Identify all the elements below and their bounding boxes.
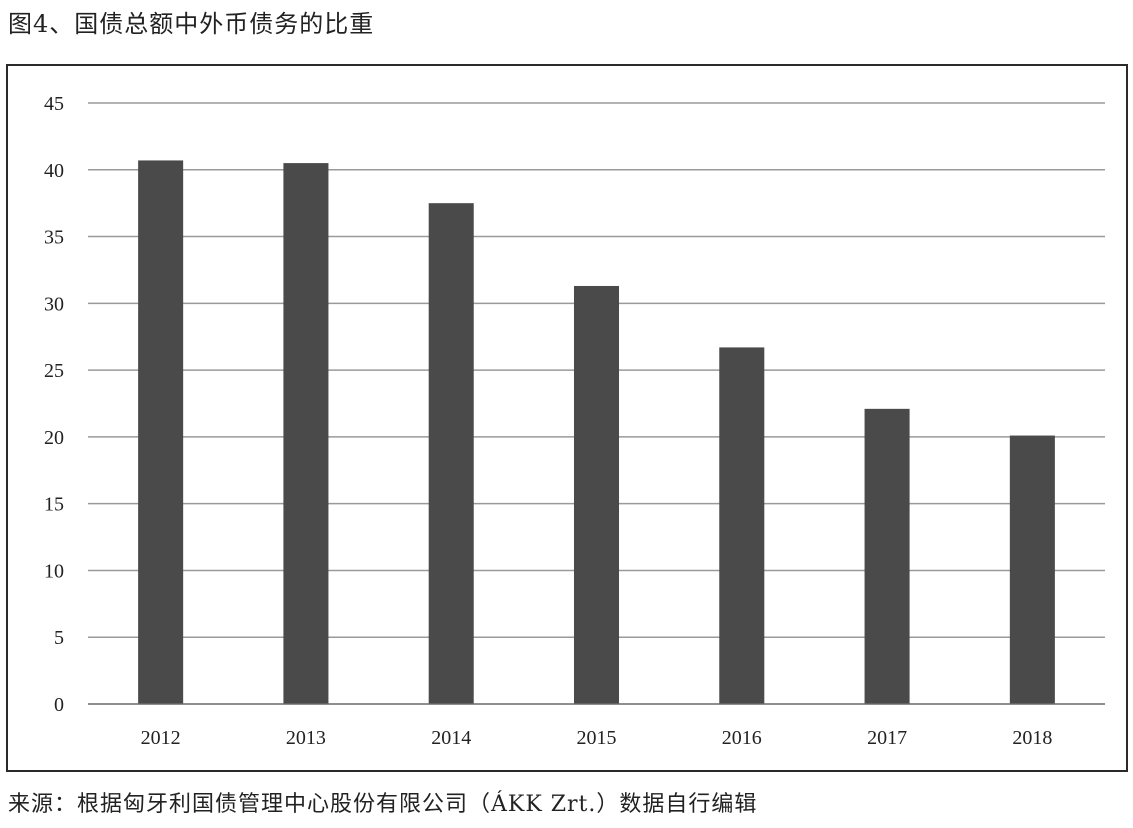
figure-title: 图4、国债总额中外币债务的比重 — [8, 10, 375, 38]
source-note: 来源：根据匈牙利国债管理中心股份有限公司（ÁKK Zrt.）数据自行编辑 — [8, 792, 758, 817]
bar-2015 — [573, 285, 620, 704]
x-tick-label-2012: 2012 — [141, 727, 181, 749]
y-tick-labels: 0 5 10 15 20 25 30 35 40 45 — [44, 93, 64, 716]
y-tick-label-45: 45 — [44, 93, 64, 115]
x-tick-labels: 2012 2013 2014 2015 2016 2017 2018 — [141, 727, 1053, 749]
bars — [138, 160, 1055, 705]
y-tick-label-5: 5 — [54, 627, 64, 649]
bar-2017 — [864, 408, 910, 704]
x-tick-label-2014: 2014 — [431, 727, 471, 749]
x-tick-label-2013: 2013 — [286, 727, 326, 749]
y-tick-label-25: 25 — [44, 360, 64, 382]
chart-frame: 0 5 10 15 20 25 30 35 40 45 2012 2013 2014 2015 2016 2… — [6, 64, 1128, 772]
bar-2018 — [1009, 435, 1055, 704]
y-tick-label-40: 40 — [44, 160, 64, 182]
y-tick-label-35: 35 — [44, 227, 64, 249]
x-tick-label-2015: 2015 — [577, 727, 617, 749]
x-tick-label-2016: 2016 — [722, 727, 762, 749]
bar-2014 — [428, 203, 474, 704]
y-tick-label-15: 15 — [44, 494, 64, 516]
x-tick-label-2017: 2017 — [867, 727, 907, 749]
bar-2013 — [283, 163, 329, 705]
y-tick-label-10: 10 — [44, 560, 64, 582]
x-tick-label-2018: 2018 — [1012, 727, 1052, 749]
y-tick-label-0: 0 — [54, 694, 64, 716]
y-tick-label-20: 20 — [44, 427, 64, 449]
y-tick-label-30: 30 — [44, 293, 64, 315]
bar-2012 — [138, 160, 184, 704]
bar-2016 — [719, 347, 765, 704]
